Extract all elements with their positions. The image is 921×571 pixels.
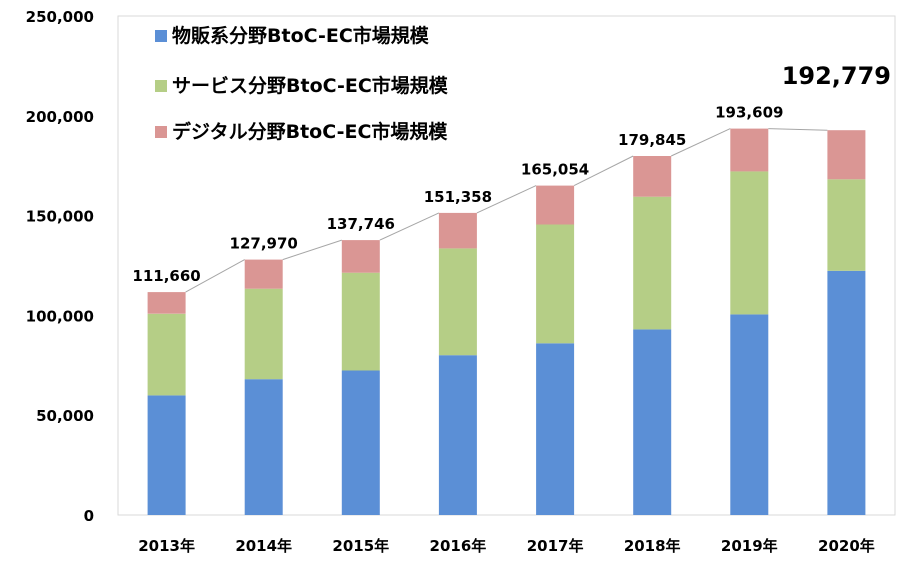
bar-segment-2-2017年	[536, 224, 575, 344]
bar-segment-2-2013年	[147, 313, 186, 396]
legend-swatch-3	[155, 126, 167, 138]
total-label: 151,358	[424, 188, 492, 206]
bar-segment-3-2017年	[536, 185, 575, 225]
x-tick-label: 2019年	[721, 537, 778, 555]
bar-segment-1-2018年	[633, 329, 672, 515]
total-connector-line	[573, 155, 634, 187]
total-label: 193,609	[715, 104, 783, 122]
legend-label-2: サービス分野BtoC-EC市場規模	[172, 74, 449, 97]
bars-layer	[147, 128, 866, 515]
y-tick-label: 150,000	[26, 208, 94, 226]
total-labels: 111,660 127,970 137,746 151,358 165,054 179,8…	[132, 62, 891, 285]
total-connector-lines	[185, 128, 828, 293]
legend-swatch-2	[155, 80, 167, 92]
x-tick-label: 2014年	[235, 537, 292, 555]
y-tick-label: 250,000	[26, 8, 94, 26]
bar-segment-2-2016年	[438, 248, 477, 356]
bar-segment-2-2015年	[341, 272, 380, 371]
bar-segment-3-2015年	[341, 240, 380, 273]
bar-segment-1-2015年	[341, 370, 380, 515]
y-tick-label: 50,000	[36, 407, 94, 425]
bar-segment-3-2014年	[244, 259, 283, 289]
total-label: 127,970	[230, 235, 298, 253]
bar-segment-3-2018年	[633, 156, 672, 197]
bar-segment-2-2020年	[827, 179, 866, 271]
bar-segment-3-2020年	[827, 130, 866, 180]
legend-swatch-1	[155, 30, 167, 42]
total-connector-line	[282, 239, 342, 261]
x-tick-label: 2013年	[138, 537, 195, 555]
bar-segment-3-2013年	[147, 292, 186, 314]
bar-segment-2-2014年	[244, 288, 283, 380]
y-tick-label: 200,000	[26, 108, 94, 126]
total-connector-line	[768, 128, 828, 131]
bar-segment-1-2017年	[536, 343, 575, 515]
total-connector-line	[670, 128, 731, 157]
bar-segment-1-2013年	[147, 395, 186, 515]
bar-segment-1-2016年	[438, 355, 477, 515]
legend: 物販系分野BtoC-EC市場規模サービス分野BtoC-EC市場規模デジタル分野B…	[155, 24, 449, 143]
total-connector-line	[476, 185, 537, 214]
bar-segment-1-2019年	[730, 314, 769, 515]
total-label: 165,054	[521, 161, 589, 179]
total-connector-line	[379, 212, 440, 241]
y-axis: 0 50,000 100,000 150,000 200,000 250,000	[26, 8, 94, 525]
total-label: 179,845	[618, 131, 686, 149]
bar-segment-3-2016年	[438, 212, 477, 249]
x-tick-label: 2018年	[624, 537, 681, 555]
x-tick-label: 2020年	[818, 537, 875, 555]
bar-segment-1-2014年	[244, 379, 283, 515]
bar-segment-1-2020年	[827, 270, 866, 515]
legend-label-1: 物販系分野BtoC-EC市場規模	[172, 24, 430, 47]
total-connector-line	[185, 259, 245, 293]
total-label-highlight: 192,779	[782, 62, 891, 90]
y-tick-label: 0	[84, 507, 94, 525]
x-tick-label: 2015年	[332, 537, 389, 555]
x-tick-label: 2017年	[527, 537, 584, 555]
total-label: 137,746	[327, 215, 395, 233]
y-tick-label: 100,000	[26, 307, 94, 325]
x-tick-label: 2016年	[430, 537, 487, 555]
x-axis: 2013年 2014年 2015年 2016年 2017年 2018年 2019年 2020年	[138, 537, 875, 555]
bar-segment-3-2019年	[730, 128, 769, 172]
total-label: 111,660	[132, 267, 200, 285]
legend-label-3: デジタル分野BtoC-EC市場規模	[172, 120, 448, 143]
bar-segment-2-2019年	[730, 171, 769, 315]
bar-segment-2-2018年	[633, 196, 672, 330]
